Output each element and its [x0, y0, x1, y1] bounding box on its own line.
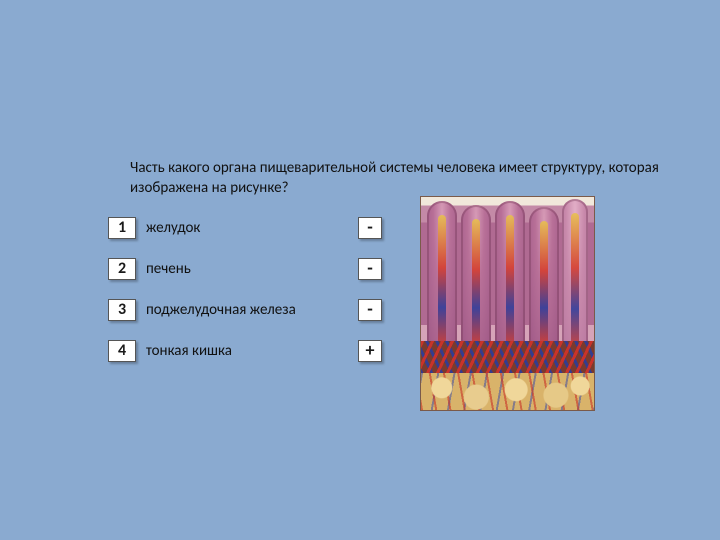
option-number-box[interactable]: 3 [108, 299, 136, 321]
villus-core [540, 221, 548, 345]
option-number-box[interactable]: 1 [108, 217, 136, 239]
villus-shape [427, 201, 457, 351]
answer-mark-box[interactable]: - [358, 258, 382, 280]
villi-illustration [420, 196, 595, 411]
answer-mark-box[interactable]: - [358, 299, 382, 321]
option-label: поджелудочная железа [146, 301, 296, 319]
mark-row: - [358, 259, 382, 279]
villus-core [571, 213, 579, 350]
villus-shape [461, 205, 491, 350]
villus-shape [529, 207, 559, 349]
villus-core [472, 219, 480, 346]
option-number-box[interactable]: 2 [108, 258, 136, 280]
option-label: желудок [146, 219, 200, 237]
answer-mark-box[interactable]: + [358, 340, 382, 362]
option-number-box[interactable]: 4 [108, 340, 136, 362]
villus-shape [495, 201, 525, 351]
mark-row: - [358, 218, 382, 238]
submucosa-layer [421, 373, 594, 410]
villus-core [506, 215, 514, 347]
vascular-plexus [421, 341, 594, 375]
slide: Часть какого органа пищеварительной сист… [0, 0, 720, 540]
villus-core [438, 215, 446, 347]
mark-row: + [358, 341, 382, 361]
answer-mark-box[interactable]: - [358, 217, 382, 239]
mark-row: - [358, 300, 382, 320]
marks-column: - - - + [358, 218, 382, 382]
question-text: Часть какого органа пищеварительной сист… [130, 158, 660, 199]
option-label: печень [146, 260, 191, 278]
villus-shape [562, 199, 588, 354]
option-label: тонкая кишка [146, 342, 232, 360]
